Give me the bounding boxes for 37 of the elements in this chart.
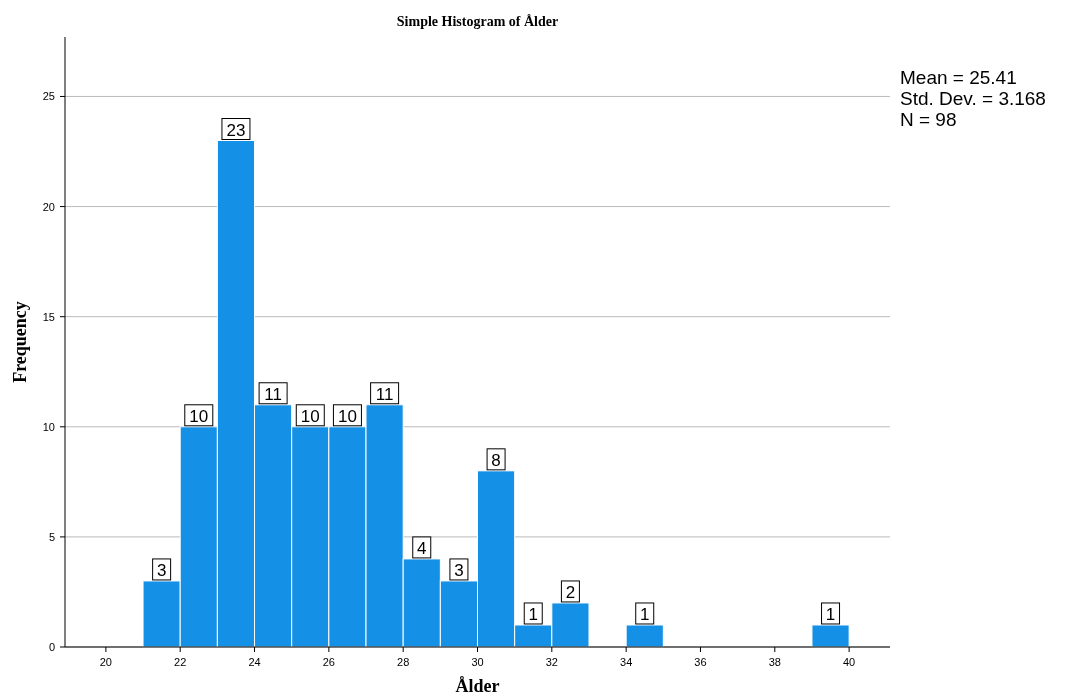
data-label: 1 xyxy=(825,604,836,624)
y-tick-label: 0 xyxy=(48,641,55,653)
data-label: 10 xyxy=(337,406,357,426)
data-label: 1 xyxy=(640,604,650,624)
chart-title: Simple Histogram of Ålder xyxy=(396,14,559,29)
data-label: 2 xyxy=(565,582,576,602)
text: Std. Dev. = 3.168 xyxy=(900,88,1046,109)
x-tick-label: 20 xyxy=(99,656,112,668)
data-label: 4 xyxy=(417,538,427,558)
data-label: 1 xyxy=(528,604,538,624)
data-label: 10 xyxy=(300,406,320,426)
data-label: 11 xyxy=(375,384,394,404)
x-tick-label: 40 xyxy=(843,656,856,668)
x-tick-label: 22 xyxy=(174,656,187,668)
data-label: 8 xyxy=(491,450,501,470)
x-tick-label: 26 xyxy=(322,656,335,668)
x-tick-label: 38 xyxy=(768,656,781,668)
x-tick-label: 30 xyxy=(471,656,484,668)
y-tick-label: 25 xyxy=(42,90,55,103)
x-tick-label: 28 xyxy=(397,656,410,668)
y-axis-title: Frequency xyxy=(10,301,30,383)
x-tick-label: 24 xyxy=(248,656,261,668)
y-tick-label: 15 xyxy=(42,310,55,323)
data-label: 11 xyxy=(264,384,282,404)
x-axis-title: Ålder xyxy=(455,676,500,696)
x-tick-label: 36 xyxy=(694,656,707,668)
data-label: 10 xyxy=(189,406,209,426)
text: N = 98 xyxy=(900,109,957,130)
text: Mean = 25.41 xyxy=(900,67,1017,88)
y-tick-label: 20 xyxy=(42,200,55,213)
data-label: 3 xyxy=(454,560,464,580)
x-tick-label: 34 xyxy=(620,656,633,668)
y-tick-label: 5 xyxy=(48,530,55,543)
y-tick-label: 10 xyxy=(42,420,55,433)
data-label: 23 xyxy=(226,120,246,140)
data-label: 3 xyxy=(156,560,167,580)
x-tick-label: 32 xyxy=(545,656,558,668)
